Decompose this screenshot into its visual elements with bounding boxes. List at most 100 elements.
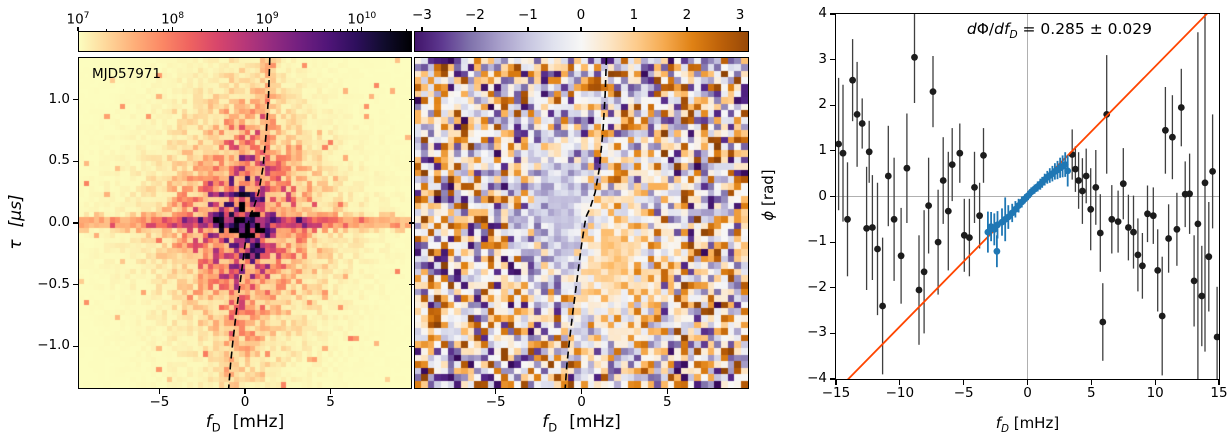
cb2-tick-label: 3 xyxy=(735,7,745,23)
p3-y-tick xyxy=(830,13,835,15)
p2-y-tick xyxy=(409,283,414,286)
p2-x-tick-label: 0 xyxy=(577,394,586,410)
residual-colorbar xyxy=(414,31,749,52)
p3-x-tick-label: 15 xyxy=(1210,385,1228,401)
cb1-minor-tick xyxy=(217,29,219,31)
cb1-tick xyxy=(77,27,79,31)
p3-y-tick-label: −1 xyxy=(807,233,827,250)
p1-y-tick-label: −0.5 xyxy=(37,275,70,292)
cb1-minor-tick xyxy=(295,29,297,31)
cb1-tick-label: 1010 xyxy=(347,10,377,28)
p3-y-tick xyxy=(830,59,835,61)
ylabel-unit: [μs] xyxy=(6,194,26,228)
p1-y-tick xyxy=(73,345,78,347)
xlabel-symbol: f xyxy=(205,412,212,432)
p2-x-tick-label: 5 xyxy=(663,394,672,410)
cb2-tick xyxy=(739,27,741,31)
p3-x-tick-label: 5 xyxy=(1087,385,1096,401)
ylabel-right-panel: ϕ [rad] xyxy=(759,135,777,255)
cb2-tick-label: −1 xyxy=(518,7,538,23)
p3-y-tick-label: 1 xyxy=(818,141,827,158)
p1-x-tick-label: 0 xyxy=(240,394,250,410)
p1-x-tick xyxy=(329,389,332,394)
epoch-label: MJD57971 xyxy=(92,66,161,82)
p3-y-tick-label: 0 xyxy=(818,187,827,204)
xlabel-left-panel: fD [mHz] xyxy=(205,412,285,435)
p1-y-tick-label: −1.0 xyxy=(37,337,70,354)
cb1-minor-tick xyxy=(257,29,259,31)
xlabel-unit: [mHz] xyxy=(569,412,621,432)
ylabel-symbol: ϕ xyxy=(759,210,777,221)
cb1-minor-tick xyxy=(346,29,348,31)
cb1-minor-tick xyxy=(105,29,107,31)
p3-x-tick-label: 10 xyxy=(1146,385,1164,401)
p1-y-tick xyxy=(73,160,78,163)
cb1-tick xyxy=(266,27,268,31)
xlabel-symbol: f xyxy=(542,412,549,432)
p2-y-tick xyxy=(409,160,414,163)
ylabel-symbol: τ xyxy=(6,239,26,250)
cb1-minor-tick xyxy=(229,29,231,31)
p2-y-tick xyxy=(409,99,414,101)
cb1-minor-tick xyxy=(162,29,164,31)
phase-scatter-plot xyxy=(836,14,1219,379)
cb1-minor-tick xyxy=(352,29,354,31)
ylabel-unit: [rad] xyxy=(759,169,777,206)
p2-y-tick xyxy=(409,345,414,347)
p3-y-tick-label: 3 xyxy=(818,50,827,67)
cb2-tick-label: −2 xyxy=(465,7,485,23)
cb1-minor-tick xyxy=(389,29,391,31)
cb1-minor-tick xyxy=(323,29,325,31)
p3-x-tick-label: −15 xyxy=(821,385,851,401)
cb2-tick xyxy=(580,27,582,31)
cb1-minor-tick xyxy=(406,29,408,31)
p2-y-tick xyxy=(409,222,414,224)
p3-x-tick-label: −10 xyxy=(885,385,915,401)
cb1-minor-tick xyxy=(143,29,145,31)
model-arc-curve xyxy=(564,58,608,388)
cb1-minor-tick xyxy=(252,29,254,31)
p1-y-tick xyxy=(73,99,78,101)
p3-x-tick xyxy=(1154,380,1156,385)
p3-y-tick-label: −3 xyxy=(807,324,827,341)
p3-y-tick-label: −4 xyxy=(807,370,827,386)
cb2-tick-label: 1 xyxy=(629,7,639,23)
cb2-tick xyxy=(633,27,635,31)
black-points xyxy=(836,53,1219,341)
cb1-tick-label: 109 xyxy=(255,10,279,28)
phase-residual-panel xyxy=(414,57,749,389)
cb1-minor-tick xyxy=(332,29,334,31)
p3-y-tick xyxy=(830,195,835,198)
xlabel-unit: [mHz] xyxy=(1013,414,1060,432)
cb1-minor-tick xyxy=(311,29,313,31)
p3-x-tick xyxy=(1026,380,1029,385)
ylabel-left-panel: τ [μs] xyxy=(6,162,26,282)
p1-y-tick xyxy=(73,222,78,224)
p2-x-tick xyxy=(495,389,497,394)
p1-x-tick-label: 5 xyxy=(326,394,335,410)
cb1-minor-tick xyxy=(340,29,342,31)
p1-y-tick xyxy=(73,283,78,286)
p3-y-tick-label: 2 xyxy=(818,96,827,113)
phase-fit-panel xyxy=(835,13,1220,380)
p1-x-tick-label: −5 xyxy=(149,394,170,410)
cb1-minor-tick xyxy=(151,29,153,31)
p3-y-tick xyxy=(830,241,835,243)
p3-x-tick xyxy=(963,380,965,385)
cb1-minor-tick xyxy=(157,29,159,31)
power-colorbar xyxy=(78,31,412,52)
cb1-minor-tick xyxy=(357,29,359,31)
secondary-spectrum-heatmap xyxy=(79,58,411,388)
xlabel-middle-panel: fD [mHz] xyxy=(542,412,621,435)
p3-y-tick xyxy=(830,378,835,380)
fit-slope-annotation: dΦ/dfD = 0.285 ± 0.029 xyxy=(966,20,1152,42)
xlabel-symbol: f xyxy=(995,414,1002,432)
p1-x-tick xyxy=(158,389,161,394)
p1-y-tick-label: 1.0 xyxy=(48,90,70,107)
cb1-minor-tick xyxy=(167,29,169,31)
secondary-spectrum-panel: MJD57971 xyxy=(78,57,412,389)
p3-y-tick xyxy=(830,104,835,106)
cb1-minor-tick xyxy=(134,29,136,31)
p2-x-tick xyxy=(666,389,668,394)
